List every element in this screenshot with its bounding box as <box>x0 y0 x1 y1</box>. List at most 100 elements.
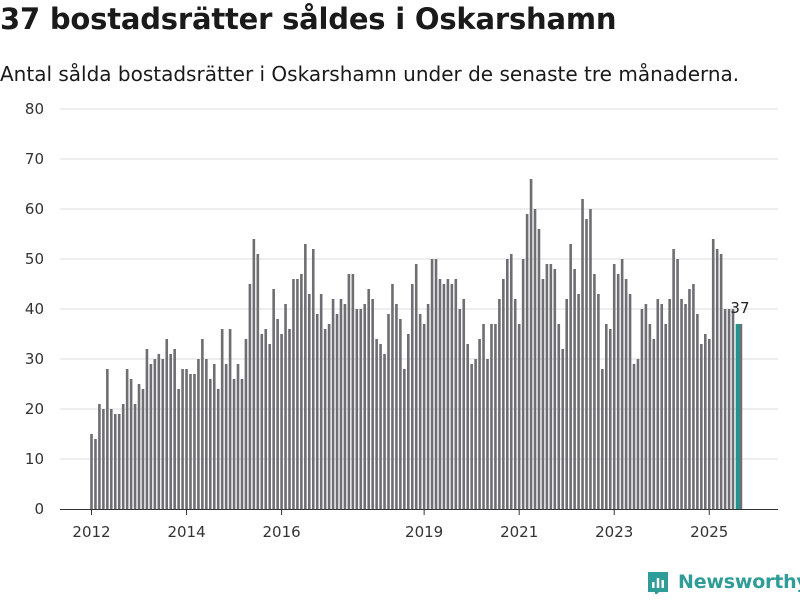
bar <box>110 409 113 509</box>
bar <box>521 259 525 509</box>
bar <box>331 299 335 509</box>
bar <box>450 284 454 509</box>
bar <box>438 279 442 509</box>
bar <box>161 359 165 509</box>
x-axis: 2012 2014 2016 2019 2021 2023 2025 <box>60 509 778 541</box>
bar <box>121 404 125 509</box>
bar <box>90 434 93 509</box>
annotations: 37 <box>730 299 749 317</box>
bar <box>300 274 303 509</box>
bar <box>403 369 406 509</box>
bar <box>486 359 489 509</box>
bar <box>478 339 481 509</box>
bar <box>240 379 244 509</box>
y-tick-label: 0 <box>34 500 44 518</box>
bar <box>502 279 505 509</box>
bar <box>205 359 208 509</box>
bar <box>589 209 592 509</box>
x-tick-label: 2023 <box>595 523 633 541</box>
bar <box>141 389 145 509</box>
bar <box>624 279 628 509</box>
x-tick-label: 2025 <box>690 523 728 541</box>
y-tick-label: 10 <box>25 450 44 468</box>
bar <box>442 284 446 509</box>
bar <box>220 329 224 509</box>
bar <box>133 404 137 509</box>
bar <box>106 369 109 509</box>
bar <box>422 324 426 509</box>
bar <box>719 254 723 509</box>
bar <box>688 289 691 509</box>
bar <box>197 359 200 509</box>
bar <box>98 404 101 509</box>
bar <box>656 299 660 509</box>
y-tick-label: 50 <box>25 250 44 268</box>
bar <box>117 414 121 509</box>
bar <box>731 309 735 509</box>
bar <box>672 249 675 509</box>
bar <box>102 409 105 509</box>
bar <box>185 369 188 509</box>
bar <box>339 299 343 509</box>
bar <box>410 284 414 509</box>
x-tick-label: 2021 <box>500 523 538 541</box>
bar <box>371 299 374 509</box>
bar <box>593 274 596 509</box>
bar <box>193 374 196 509</box>
bar <box>224 364 228 509</box>
y-tick-label: 40 <box>25 300 44 318</box>
x-tick-label: 2012 <box>72 523 110 541</box>
bar <box>113 414 117 509</box>
bar <box>581 199 584 509</box>
bar <box>509 254 513 509</box>
bar <box>399 319 402 509</box>
bar <box>216 389 220 509</box>
bar <box>605 324 608 509</box>
bar <box>696 314 699 509</box>
bar <box>315 314 319 509</box>
bar <box>359 309 363 509</box>
bar <box>157 354 161 509</box>
bar <box>173 349 176 509</box>
bar <box>236 364 240 509</box>
bar <box>541 279 545 509</box>
bar <box>212 364 216 509</box>
bar <box>149 364 153 509</box>
bar <box>458 309 462 509</box>
bar-highlighted <box>735 324 740 509</box>
bar <box>628 294 632 509</box>
bar <box>632 364 636 509</box>
bar <box>343 304 347 509</box>
bar <box>537 229 541 509</box>
bar <box>252 239 256 509</box>
bar <box>189 374 192 509</box>
bar <box>680 299 683 509</box>
bar <box>529 179 533 509</box>
bar <box>482 324 485 509</box>
bar <box>280 334 283 509</box>
newsworthy-logo: Newsworthy <box>646 570 800 594</box>
bar <box>490 324 493 509</box>
bar <box>565 299 568 509</box>
y-tick-label: 80 <box>25 100 44 118</box>
newsworthy-logo-text: Newsworthy <box>678 571 800 593</box>
bar <box>715 249 719 509</box>
bar <box>351 274 355 509</box>
bar <box>244 339 248 509</box>
bar <box>608 329 612 509</box>
x-tick-label: 2019 <box>405 523 443 541</box>
bar <box>533 209 537 509</box>
bar <box>727 309 731 509</box>
bar <box>660 304 664 509</box>
bar <box>644 304 648 509</box>
bar <box>327 324 331 509</box>
bar <box>494 324 497 509</box>
bar <box>395 304 398 509</box>
bar <box>256 254 260 509</box>
bar <box>466 344 469 509</box>
bar <box>304 244 307 509</box>
bar <box>209 379 212 509</box>
bar <box>549 264 553 509</box>
bar <box>668 299 671 509</box>
bar <box>612 264 616 509</box>
